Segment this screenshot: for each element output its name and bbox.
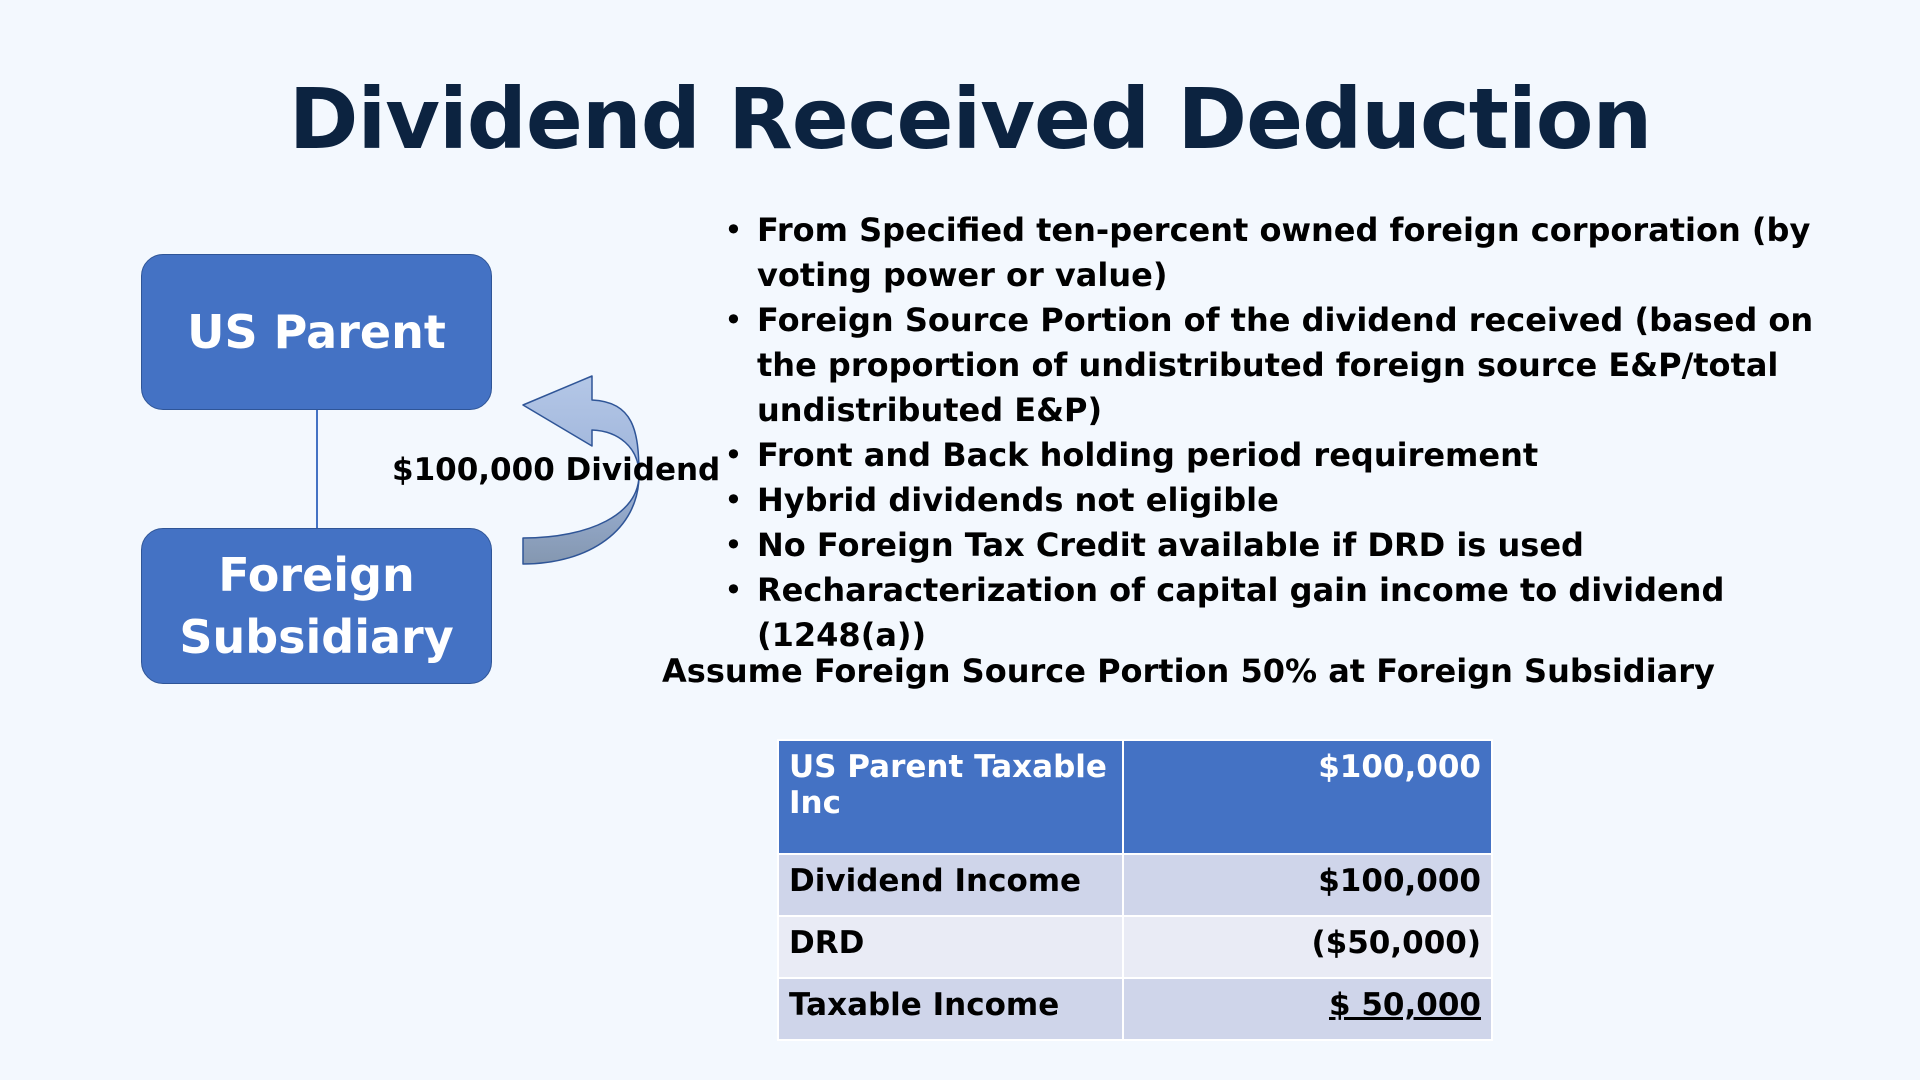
bullet-icon: • (724, 571, 743, 609)
list-item-text: Hybrid dividends not eligible (757, 481, 1279, 519)
table-header-label: US Parent Taxable Inc (777, 739, 1124, 855)
page-title: Dividend Received Deduction (288, 70, 1653, 168)
drd-requirements-list: • From Specified ten-percent owned foreig… (718, 208, 1818, 658)
foreign-subsidiary-label: Foreign Subsidiary (179, 544, 453, 668)
list-item: • Hybrid dividends not eligible (718, 478, 1818, 523)
list-item: • Foreign Source Portion of the dividend … (718, 298, 1818, 433)
bullet-icon: • (724, 526, 743, 564)
list-item-text: Recharacterization of capital gain incom… (757, 571, 1725, 654)
us-parent-label: US Parent (187, 305, 446, 359)
table-header-value: $100,000 (1122, 739, 1493, 855)
list-item: • From Specified ten-percent owned foreig… (718, 208, 1818, 298)
list-item-text: From Specified ten-percent owned foreign… (757, 211, 1811, 294)
bullet-icon: • (724, 481, 743, 519)
row-value: $ 50,000 (1122, 977, 1493, 1041)
table-row: DRD ($50,000) (777, 915, 1493, 979)
row-label: Taxable Income (777, 977, 1124, 1041)
assumption-note: Assume Foreign Source Portion 50% at For… (662, 652, 1715, 690)
dividend-amount-label: $100,000 Dividend (392, 452, 721, 488)
list-item-text: No Foreign Tax Credit available if DRD i… (757, 526, 1584, 564)
row-label: Dividend Income (777, 853, 1124, 917)
row-value: ($50,000) (1122, 915, 1493, 979)
taxable-income-total: $ 50,000 (1329, 987, 1481, 1023)
foreign-subsidiary-label-line1: Foreign (218, 548, 415, 602)
ownership-connector-line (316, 410, 318, 528)
table-header-row: US Parent Taxable Inc $100,000 (777, 739, 1493, 855)
table-row: Dividend Income $100,000 (777, 853, 1493, 917)
foreign-subsidiary-box: Foreign Subsidiary (141, 528, 492, 684)
foreign-subsidiary-label-line2: Subsidiary (179, 610, 454, 664)
list-item-text: Front and Back holding period requiremen… (757, 436, 1539, 474)
row-label: DRD (777, 915, 1124, 979)
bullet-icon: • (724, 301, 743, 339)
list-item: • Recharacterization of capital gain inco… (718, 568, 1818, 658)
row-value: $100,000 (1122, 853, 1493, 917)
us-parent-box: US Parent (141, 254, 492, 410)
taxable-income-table: US Parent Taxable Inc $100,000 Dividend … (777, 739, 1493, 1041)
bullet-icon: • (724, 211, 743, 249)
bullet-icon: • (724, 436, 743, 474)
table-row: Taxable Income $ 50,000 (777, 977, 1493, 1041)
list-item: • Front and Back holding period requireme… (718, 433, 1818, 478)
list-item-text: Foreign Source Portion of the dividend r… (757, 301, 1814, 429)
curved-dividend-arrow-icon (522, 375, 640, 565)
list-item: • No Foreign Tax Credit available if DRD … (718, 523, 1818, 568)
